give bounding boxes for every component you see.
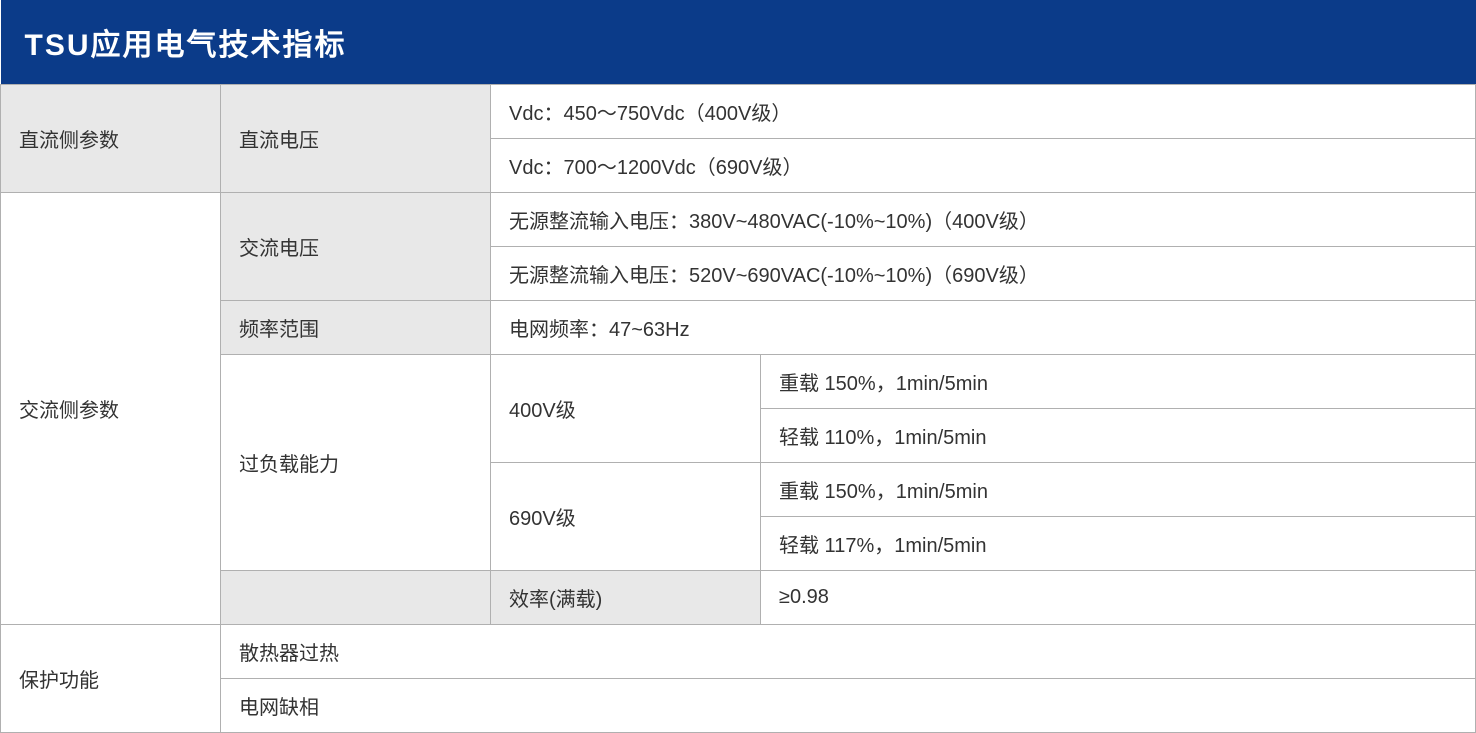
protection-group-label: 保护功能 — [1, 625, 221, 733]
overload-0-row-0: 重载 150%，1min/5min — [761, 355, 1476, 409]
overload-level-0: 400V级 — [491, 355, 761, 463]
ac-group-label: 交流侧参数 — [1, 193, 221, 625]
ac-freq-label: 频率范围 — [221, 301, 491, 355]
spec-table: TSU应用电气技术指标 直流侧参数 直流电压 Vdc：450～750Vdc（40… — [0, 0, 1476, 733]
dc-group-label: 直流侧参数 — [1, 85, 221, 193]
overload-1-row-0: 重载 150%，1min/5min — [761, 463, 1476, 517]
protection-row-0: 散热器过热 — [221, 625, 1476, 679]
table-row: 电网缺相 — [1, 679, 1476, 733]
ac-voltage-value-1: 无源整流输入电压：520V~690VAC(-10%~10%)（690V级） — [491, 247, 1476, 301]
table-row: 效率(满载) ≥0.98 — [1, 571, 1476, 625]
title-row: TSU应用电气技术指标 — [1, 0, 1476, 85]
table-row: 直流侧参数 直流电压 Vdc：450～750Vdc（400V级） — [1, 85, 1476, 139]
dc-voltage-value-1: Vdc：700～1200Vdc（690V级） — [491, 139, 1476, 193]
table-row: 过负载能力 400V级 重载 150%，1min/5min — [1, 355, 1476, 409]
overload-level-1: 690V级 — [491, 463, 761, 571]
overload-1-row-1: 轻载 117%，1min/5min — [761, 517, 1476, 571]
ac-efficiency-value: ≥0.98 — [761, 571, 1476, 625]
ac-efficiency-label: 效率(满载) — [491, 571, 761, 625]
dc-voltage-label: 直流电压 — [221, 85, 491, 193]
table-row: 交流侧参数 交流电压 无源整流输入电压：380V~480VAC(-10%~10%… — [1, 193, 1476, 247]
ac-voltage-label: 交流电压 — [221, 193, 491, 301]
table-row: 保护功能 散热器过热 — [1, 625, 1476, 679]
dc-voltage-value-0: Vdc：450～750Vdc（400V级） — [491, 85, 1476, 139]
overload-0-row-1: 轻载 110%，1min/5min — [761, 409, 1476, 463]
protection-row-1: 电网缺相 — [221, 679, 1476, 733]
table-title: TSU应用电气技术指标 — [1, 0, 1476, 85]
ac-voltage-value-0: 无源整流输入电压：380V~480VAC(-10%~10%)（400V级） — [491, 193, 1476, 247]
ac-freq-value: 电网频率：47~63Hz — [491, 301, 1476, 355]
ac-overload-label: 过负载能力 — [221, 355, 491, 571]
table-row: 频率范围 电网频率：47~63Hz — [1, 301, 1476, 355]
empty-cell — [221, 571, 491, 625]
